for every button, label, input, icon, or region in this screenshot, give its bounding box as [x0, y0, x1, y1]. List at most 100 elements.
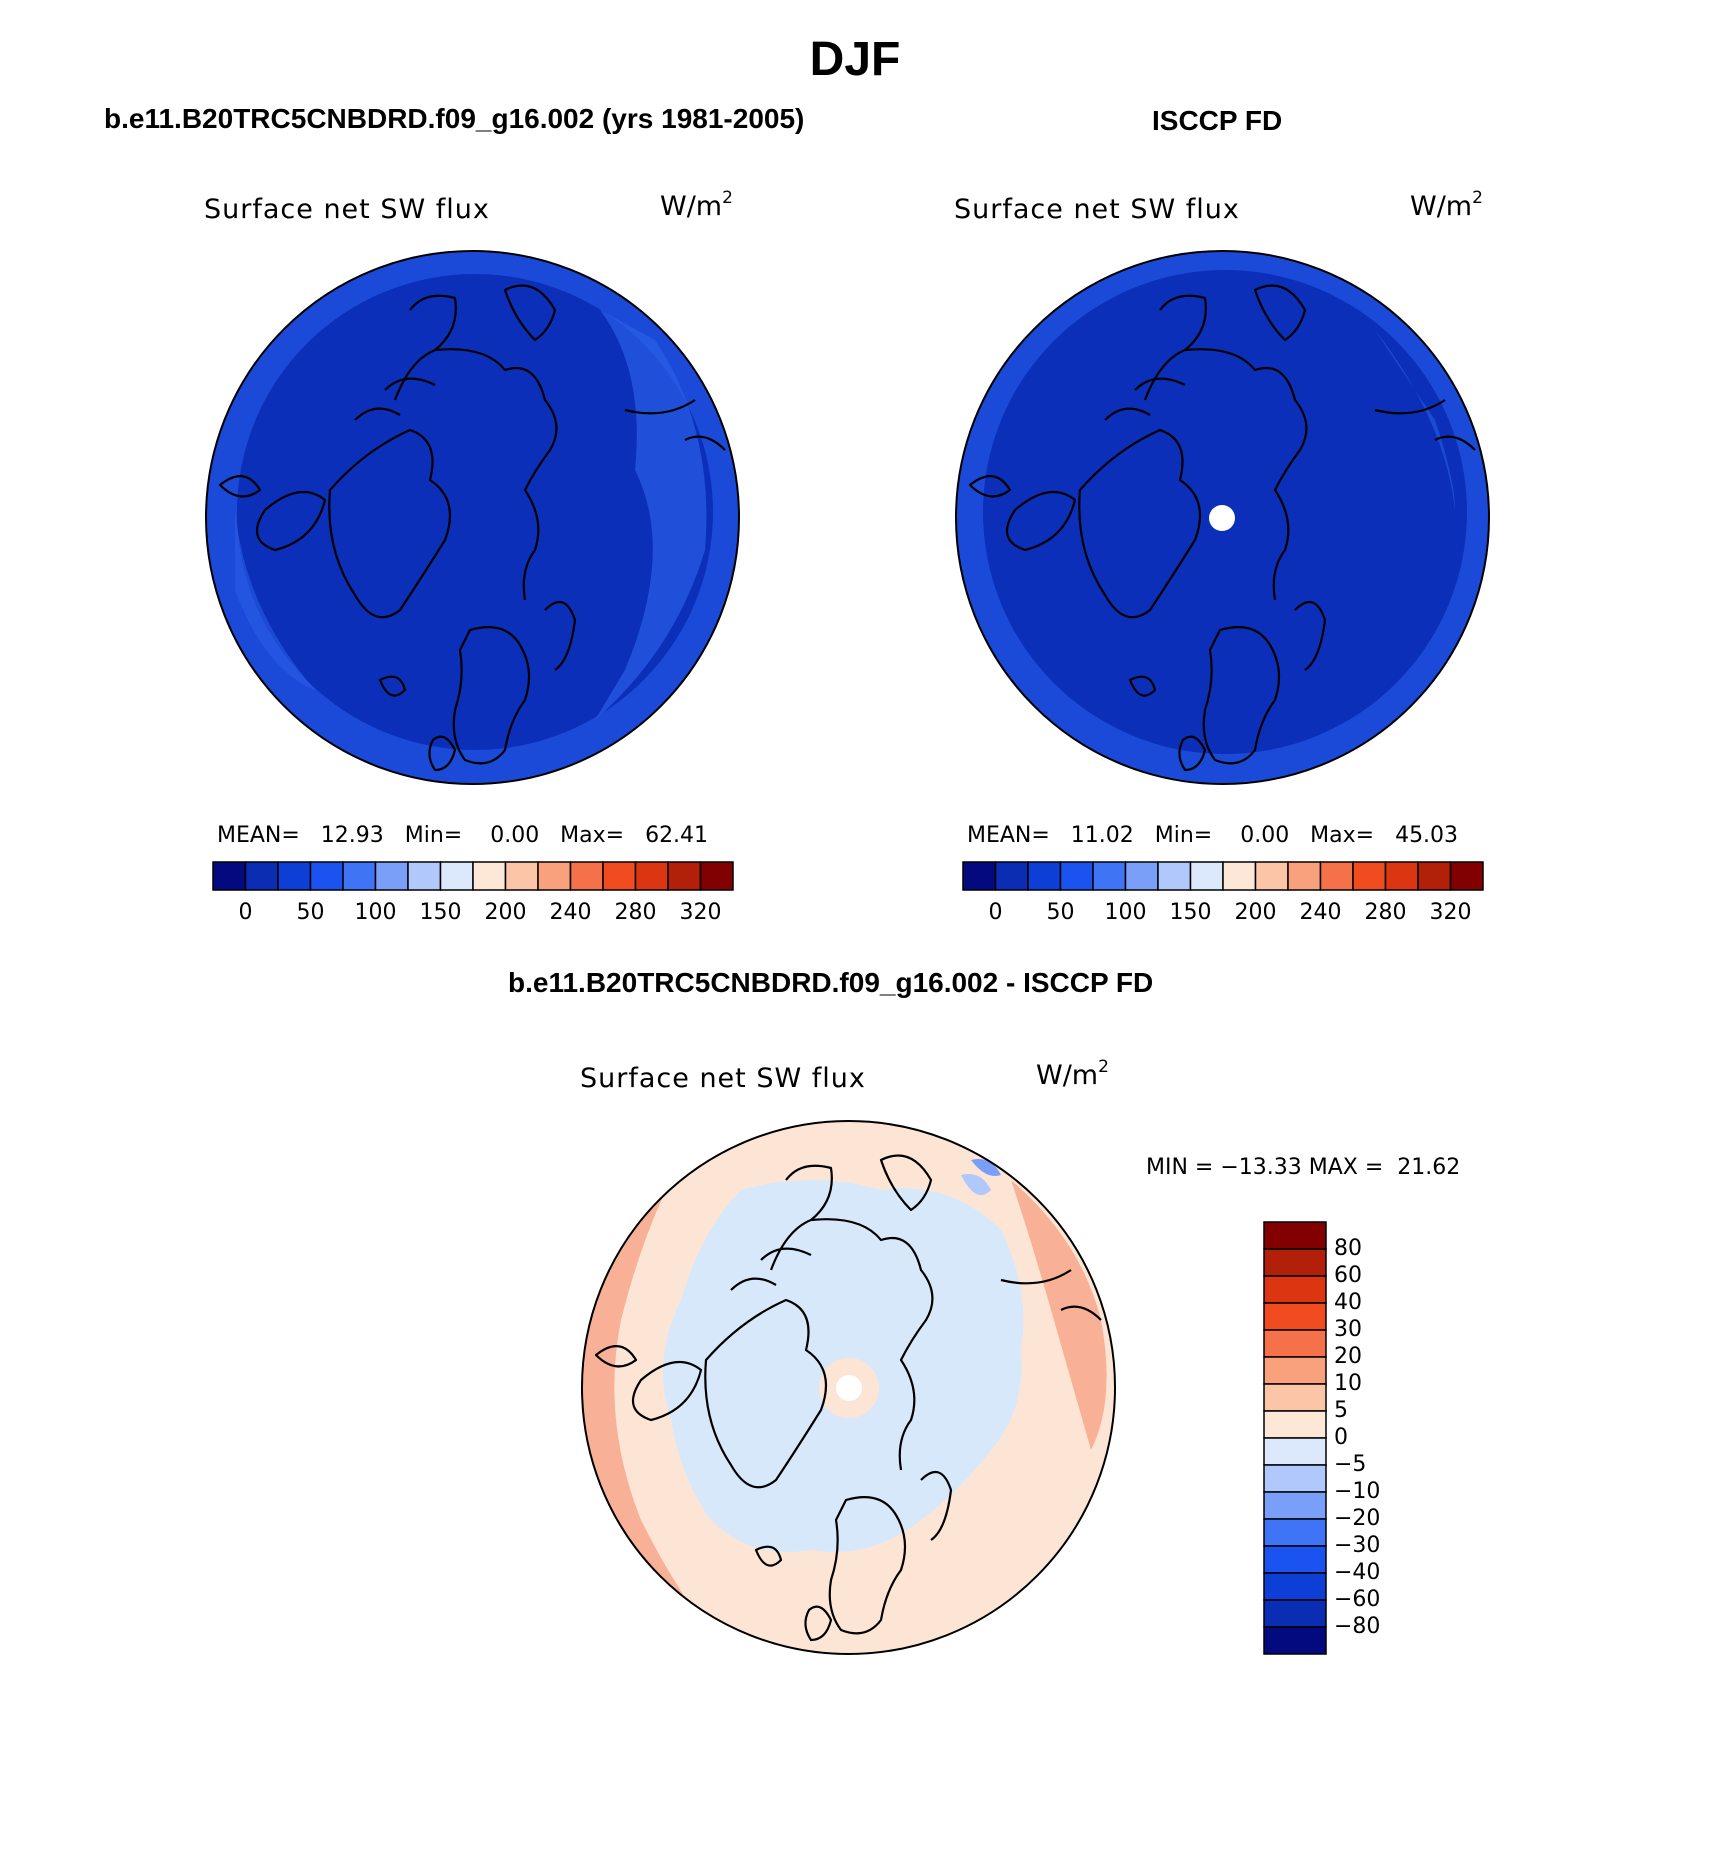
colorbar-swatch [699, 861, 734, 891]
colorbar-tick-label: −80 [1334, 1614, 1381, 1639]
colorbar-swatch [1319, 861, 1354, 891]
colorbar-swatch [1157, 861, 1192, 891]
colorbar-tick-label: 0 [988, 900, 1003, 925]
colorbar-swatch [1263, 1302, 1327, 1331]
colorbar-swatch [667, 861, 702, 891]
colorbar-swatch [1263, 1518, 1327, 1547]
diff-coastlines [594, 1154, 1102, 1642]
colorbar-tick-label: 200 [484, 900, 527, 925]
colorbar-tick-label: 150 [419, 900, 462, 925]
colorbar-swatch [569, 861, 604, 891]
obs-units-label: W/m2 [1410, 188, 1483, 222]
obs-coastlines [968, 284, 1476, 772]
colorbar-swatch [1059, 861, 1094, 891]
colorbar-tick-label: −30 [1334, 1533, 1381, 1558]
model-subtitle: b.e11.B20TRC5CNBDRD.f09_g16.002 (yrs 198… [104, 103, 805, 134]
obs-map-border [955, 250, 1490, 785]
colorbar-swatch [472, 861, 507, 891]
colorbar-tick-label: 5 [1334, 1398, 1348, 1423]
colorbar-tick-label: 80 [1334, 1236, 1362, 1261]
colorbar-swatch [1352, 861, 1387, 891]
colorbar-tick-label: −20 [1334, 1506, 1381, 1531]
colorbar-swatch [602, 861, 637, 891]
colorbar-swatch [309, 861, 344, 891]
colorbar-tick-label: 150 [1169, 900, 1212, 925]
colorbar-swatch [962, 861, 997, 891]
obs-variable-label: Surface net SW flux [954, 194, 1240, 225]
colorbar-tick-label: 100 [1104, 900, 1147, 925]
colorbar-tick-label: 100 [354, 900, 397, 925]
obs-subtitle: ISCCP FD [1152, 105, 1283, 136]
colorbar-swatch [1263, 1599, 1327, 1628]
colorbar-tick-label: −10 [1334, 1479, 1381, 1504]
colorbar-swatch [1189, 861, 1224, 891]
colorbar-tick-label: 240 [549, 900, 592, 925]
obs-colorbar [962, 861, 1484, 891]
colorbar-swatch [1263, 1248, 1327, 1277]
colorbar-tick-label: 10 [1334, 1371, 1362, 1396]
diff-units-label: W/m2 [1036, 1057, 1109, 1091]
colorbar-swatch [1449, 861, 1484, 891]
colorbar-swatch [1222, 861, 1257, 891]
colorbar-tick-label: 30 [1334, 1317, 1362, 1342]
colorbar-swatch [1263, 1464, 1327, 1493]
colorbar-swatch [1287, 861, 1322, 891]
colorbar-swatch [1263, 1491, 1327, 1520]
colorbar-tick-label: 0 [238, 900, 253, 925]
obs-stats: MEAN= 11.02 Min= 0.00 Max= 45.03 [967, 823, 1459, 848]
obs-polar-map [955, 250, 1490, 785]
model-units-label: W/m2 [660, 188, 733, 222]
obs-missing-pole [1209, 505, 1235, 531]
colorbar-swatch [1124, 861, 1159, 891]
diff-field-warm-edge-east [1011, 1180, 1107, 1450]
diff-variable-label: Surface net SW flux [580, 1063, 866, 1094]
colorbar-tick-label: 40 [1334, 1290, 1362, 1315]
colorbar-tick-label: 240 [1299, 900, 1342, 925]
model-polar-map [205, 250, 740, 785]
colorbar-swatch [504, 861, 539, 891]
colorbar-swatch [1263, 1275, 1327, 1304]
diff-map-border [581, 1120, 1116, 1655]
colorbar-swatch [994, 861, 1029, 891]
colorbar-swatch [1417, 861, 1452, 891]
colorbar-tick-label: 320 [679, 900, 722, 925]
model-field-core [237, 274, 713, 750]
colorbar-tick-label: 60 [1334, 1263, 1362, 1288]
diff-missing-pole [836, 1375, 862, 1401]
model-stats: MEAN= 12.93 Min= 0.00 Max= 62.41 [217, 823, 709, 848]
colorbar-swatch [1254, 861, 1289, 891]
colorbar-swatch [277, 861, 312, 891]
colorbar-swatch [1263, 1437, 1327, 1466]
colorbar-swatch [1263, 1545, 1327, 1574]
model-variable-label: Surface net SW flux [204, 194, 490, 225]
figure-title: DJF [809, 33, 901, 86]
colorbar-swatch [537, 861, 572, 891]
colorbar-swatch [1263, 1329, 1327, 1358]
colorbar-swatch [212, 861, 247, 891]
diff-colorbar [1263, 1221, 1327, 1655]
colorbar-swatch [1263, 1383, 1327, 1412]
colorbar-swatch [244, 861, 279, 891]
colorbar-swatch [634, 861, 669, 891]
colorbar-tick-label: 280 [1364, 900, 1407, 925]
colorbar-tick-label: 20 [1334, 1344, 1362, 1369]
colorbar-tick-label: 0 [1334, 1425, 1348, 1450]
colorbar-tick-label: 50 [1046, 900, 1075, 925]
colorbar-swatch [1092, 861, 1127, 891]
colorbar-swatch [1263, 1221, 1327, 1250]
colorbar-tick-label: 280 [614, 900, 657, 925]
colorbar-tick-label: −40 [1334, 1560, 1381, 1585]
colorbar-swatch [1263, 1572, 1327, 1601]
colorbar-tick-label: −5 [1334, 1452, 1367, 1477]
colorbar-swatch [1027, 861, 1062, 891]
colorbar-tick-label: 320 [1429, 900, 1472, 925]
colorbar-tick-label: −60 [1334, 1587, 1381, 1612]
colorbar-swatch [1384, 861, 1419, 891]
colorbar-swatch [407, 861, 442, 891]
colorbar-swatch [1263, 1356, 1327, 1385]
model-coastlines [218, 284, 726, 772]
model-colorbar [212, 861, 734, 891]
model-map-border [205, 250, 740, 785]
diff-stats: MIN = −13.33 MAX = 21.62 [1146, 1155, 1461, 1180]
colorbar-swatch [374, 861, 409, 891]
